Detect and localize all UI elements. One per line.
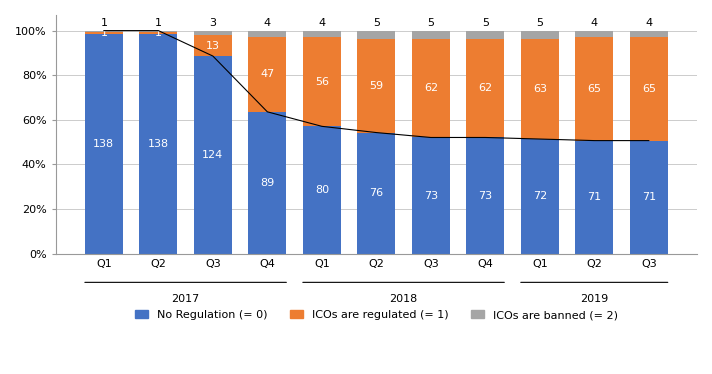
Bar — [248, 112, 286, 254]
Text: 5: 5 — [373, 18, 379, 28]
Text: 62: 62 — [478, 83, 493, 93]
Bar — [575, 141, 613, 254]
Text: 56: 56 — [315, 77, 329, 87]
Text: 3: 3 — [209, 18, 216, 28]
Bar — [412, 137, 450, 254]
Bar — [194, 31, 232, 36]
Legend: No Regulation (= 0), ICOs are regulated (= 1), ICOs are banned (= 2): No Regulation (= 0), ICOs are regulated … — [130, 306, 622, 325]
Bar — [575, 37, 613, 141]
Text: 5: 5 — [427, 18, 434, 28]
Text: 4: 4 — [645, 18, 652, 28]
Text: 138: 138 — [148, 139, 169, 149]
Text: 138: 138 — [93, 139, 115, 149]
Text: 2018: 2018 — [389, 294, 418, 304]
Bar — [357, 39, 395, 133]
Bar — [629, 141, 668, 254]
Text: 1: 1 — [155, 18, 162, 28]
Text: 5: 5 — [482, 18, 489, 28]
Text: 72: 72 — [533, 191, 547, 201]
Text: 71: 71 — [642, 192, 656, 202]
Bar — [412, 31, 450, 39]
Text: 1: 1 — [100, 18, 108, 28]
Text: 59: 59 — [370, 80, 383, 91]
Bar — [412, 39, 450, 137]
Bar — [466, 39, 504, 137]
Bar — [85, 31, 123, 32]
Bar — [466, 31, 504, 39]
Text: 4: 4 — [263, 18, 271, 28]
Text: 62: 62 — [424, 83, 438, 93]
Bar — [629, 31, 668, 37]
Bar — [575, 31, 613, 37]
Bar — [140, 32, 177, 34]
Text: 1: 1 — [155, 28, 162, 38]
Bar — [194, 56, 232, 254]
Text: 73: 73 — [478, 190, 493, 200]
Text: 73: 73 — [424, 190, 438, 200]
Bar — [629, 37, 668, 141]
Bar — [85, 34, 123, 254]
Bar — [520, 31, 559, 39]
Bar — [520, 39, 559, 139]
Bar — [140, 31, 177, 32]
Text: 76: 76 — [370, 188, 383, 198]
Text: 47: 47 — [260, 70, 274, 79]
Text: 63: 63 — [533, 84, 547, 94]
Text: 71: 71 — [587, 192, 602, 202]
Bar — [303, 31, 341, 37]
Bar — [303, 37, 341, 126]
Bar — [194, 36, 232, 56]
Text: 89: 89 — [260, 178, 274, 188]
Bar — [248, 31, 286, 37]
Bar — [248, 37, 286, 112]
Bar — [140, 34, 177, 254]
Text: 1: 1 — [100, 28, 108, 38]
Bar — [520, 139, 559, 254]
Text: 2019: 2019 — [580, 294, 609, 304]
Text: 13: 13 — [206, 41, 220, 51]
Text: 5: 5 — [536, 18, 543, 28]
Text: 2017: 2017 — [172, 294, 200, 304]
Bar — [85, 32, 123, 34]
Text: 4: 4 — [318, 18, 325, 28]
Text: 80: 80 — [315, 185, 329, 195]
Bar — [357, 31, 395, 39]
Bar — [357, 133, 395, 254]
Text: 65: 65 — [587, 84, 602, 94]
Text: 65: 65 — [642, 84, 656, 94]
Text: 4: 4 — [591, 18, 598, 28]
Bar — [466, 137, 504, 254]
Bar — [303, 126, 341, 254]
Text: 124: 124 — [202, 150, 224, 160]
